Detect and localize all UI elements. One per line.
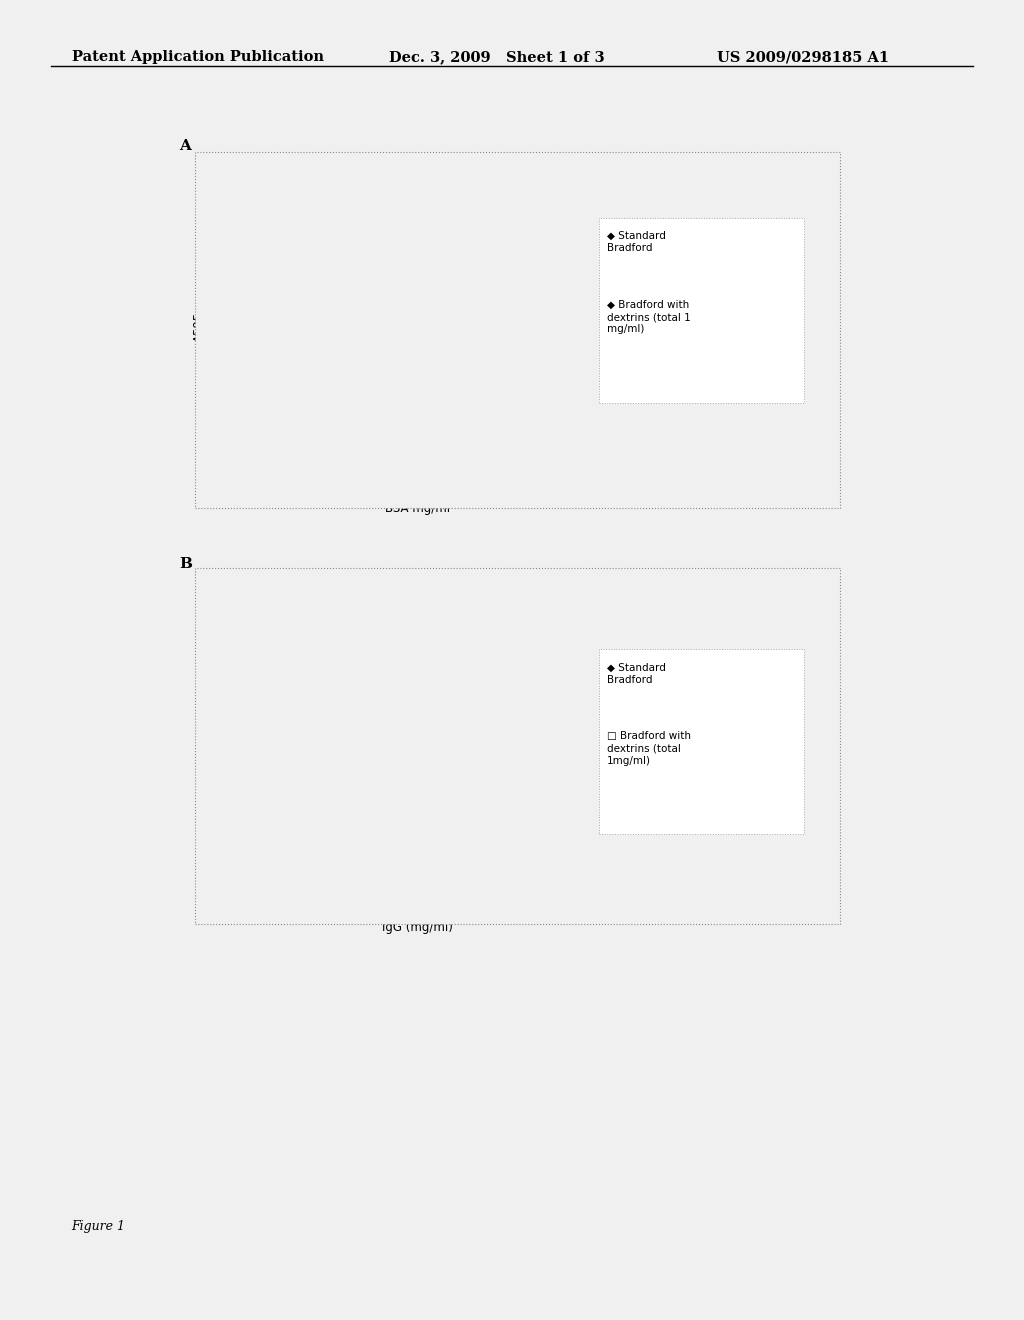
Point — [367, 702, 383, 723]
Point — [452, 277, 468, 298]
Text: ◆ Standard
Bradford: ◆ Standard Bradford — [607, 663, 666, 685]
Text: y=0.4302x: y=0.4302x — [348, 700, 398, 709]
Text: B: B — [179, 557, 193, 572]
Point — [259, 454, 275, 475]
Text: y=0.0530x+0.0460: y=0.0530x+0.0460 — [400, 388, 489, 397]
Title: BSA standard curve - NO DETERGENT in samples: BSA standard curve - NO DETERGENT in sam… — [272, 154, 562, 168]
Point — [581, 678, 597, 700]
Point — [281, 422, 297, 444]
Point — [281, 789, 297, 810]
Title: IgG STANDARD CURVE - NO DETERGENT in samples: IgG STANDARD CURVE - NO DETERGENT in sam… — [265, 586, 569, 599]
Text: A: A — [179, 139, 191, 153]
Point — [452, 376, 468, 397]
Text: ◆ Standard
Bradford: ◆ Standard Bradford — [607, 231, 666, 253]
Point — [538, 693, 554, 714]
Point — [452, 737, 468, 758]
Point — [238, 832, 254, 853]
Point — [409, 664, 426, 685]
Point — [259, 832, 275, 853]
Text: R²=0.9994: R²=0.9994 — [307, 326, 356, 335]
Text: y=0.12403x: y=0.12403x — [348, 756, 404, 766]
Text: Patent Application Publication: Patent Application Publication — [72, 50, 324, 65]
Point — [367, 408, 383, 429]
Point — [324, 746, 340, 767]
Point — [409, 393, 426, 414]
Text: US 2009/0298185 A1: US 2009/0298185 A1 — [717, 50, 889, 65]
Point — [324, 384, 340, 405]
Point — [495, 713, 511, 734]
Y-axis label: A595 (a.u.): A595 (a.u.) — [202, 719, 215, 784]
Point — [281, 442, 297, 463]
Point — [259, 442, 275, 463]
X-axis label: IgG (mg/ml): IgG (mg/ml) — [382, 920, 453, 933]
Text: R=0.0096: R=0.0096 — [348, 780, 394, 789]
Point — [367, 780, 383, 801]
Point — [581, 190, 597, 211]
Text: y=0.2246x+0.0934: y=0.2246x+0.0934 — [307, 304, 396, 313]
Point — [367, 343, 383, 364]
Y-axis label: A595: A595 — [193, 312, 206, 342]
Text: R²=0.9986: R²=0.9986 — [348, 723, 397, 733]
Text: Dec. 3, 2009   Sheet 1 of 3: Dec. 3, 2009 Sheet 1 of 3 — [389, 50, 605, 65]
Point — [259, 813, 275, 834]
Text: R²=0.0293: R²=0.0293 — [400, 409, 449, 418]
Point — [324, 425, 340, 446]
Point — [281, 818, 297, 840]
Point — [495, 616, 511, 638]
Point — [409, 755, 426, 776]
Text: □ Bradford with
dextrins (total
1mg/ml): □ Bradford with dextrins (total 1mg/ml) — [607, 731, 691, 766]
Point — [452, 636, 468, 657]
Text: ◆ Bradford with
dextrins (total 1
mg/ml): ◆ Bradford with dextrins (total 1 mg/ml) — [607, 300, 691, 334]
Point — [238, 459, 254, 480]
Point — [538, 219, 554, 240]
Point — [409, 309, 426, 330]
Point — [538, 343, 554, 364]
Point — [495, 248, 511, 269]
Point — [238, 462, 254, 483]
Text: y=0.2456x: y=0.2456x — [348, 632, 398, 642]
Point — [581, 333, 597, 354]
Point — [238, 846, 254, 867]
Point — [538, 602, 554, 623]
Point — [581, 602, 597, 623]
Text: R²=0.9956: R²=0.9956 — [348, 656, 397, 665]
Point — [495, 362, 511, 383]
Text: Figure 1: Figure 1 — [72, 1220, 126, 1233]
Point — [324, 799, 340, 820]
X-axis label: BSA mg/ml: BSA mg/ml — [385, 502, 450, 515]
